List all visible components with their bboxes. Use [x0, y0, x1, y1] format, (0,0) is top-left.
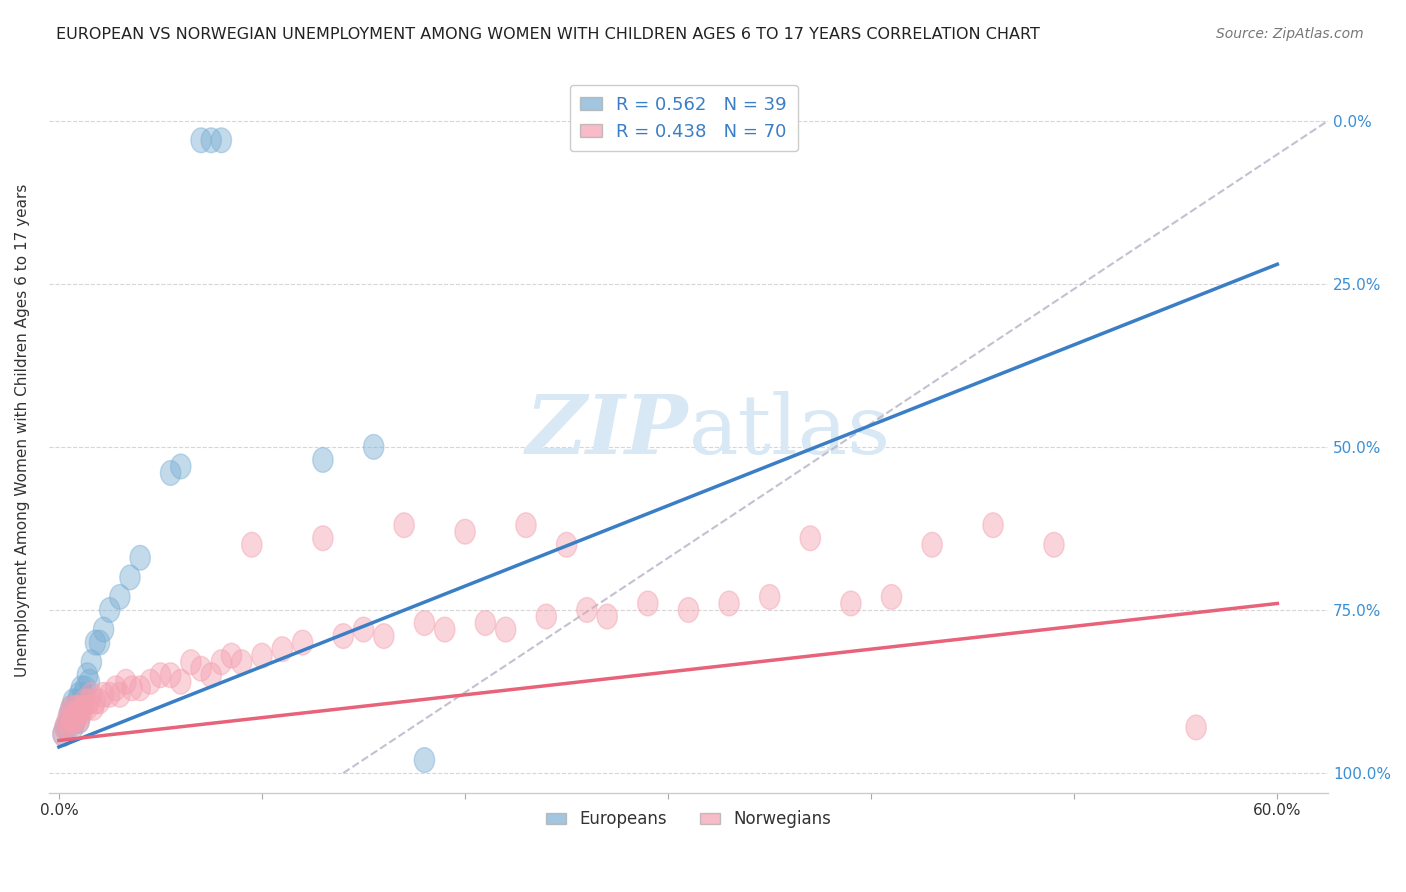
Legend: Europeans, Norwegians: Europeans, Norwegians	[538, 804, 838, 835]
Y-axis label: Unemployment Among Women with Children Ages 6 to 17 years: Unemployment Among Women with Children A…	[15, 184, 30, 677]
Text: EUROPEAN VS NORWEGIAN UNEMPLOYMENT AMONG WOMEN WITH CHILDREN AGES 6 TO 17 YEARS : EUROPEAN VS NORWEGIAN UNEMPLOYMENT AMONG…	[56, 27, 1040, 42]
Text: atlas: atlas	[689, 391, 890, 471]
Text: Source: ZipAtlas.com: Source: ZipAtlas.com	[1216, 27, 1364, 41]
Text: ZIP: ZIP	[526, 391, 689, 471]
